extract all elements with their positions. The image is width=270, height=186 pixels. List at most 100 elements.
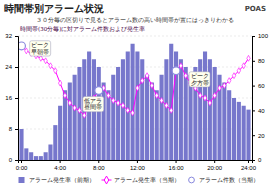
annotation-line: 低アラ	[84, 98, 102, 104]
x-tick-mark	[176, 160, 177, 163]
y2-tick: 100	[252, 33, 269, 39]
line-marker	[141, 78, 144, 84]
bar	[160, 75, 164, 160]
bar	[29, 152, 33, 160]
y-tick-label: 0	[9, 157, 13, 163]
bar	[188, 75, 192, 160]
axis-line	[15, 37, 19, 161]
y2-tick-mark	[252, 36, 255, 37]
line-marker	[78, 107, 81, 113]
line-marker	[203, 95, 206, 101]
line-marker	[58, 80, 61, 86]
x-tick-label: 8:00	[93, 165, 105, 171]
bar	[73, 75, 77, 160]
line-marker	[68, 100, 71, 106]
logo-text: POAS	[245, 5, 266, 13]
subtitle: ３０分毎の区切りで見るとアラーム数の高い時間帯が置にはっきりわかる	[36, 16, 234, 24]
bar	[97, 67, 101, 160]
bar	[203, 52, 207, 161]
x-tick-mark	[137, 160, 138, 163]
y2-tick-mark	[252, 160, 255, 161]
y-tick: 8	[9, 126, 18, 132]
annotation: ピーク早朝帯	[30, 41, 51, 56]
y2-tick-mark	[252, 110, 255, 111]
line-marker	[227, 78, 230, 84]
bar	[184, 67, 188, 160]
y-tick-label: 16	[5, 95, 12, 101]
line-marker	[184, 73, 187, 79]
annotation-line: 昼間帯	[84, 104, 102, 110]
x-tick-mark	[21, 160, 22, 163]
y-tick-label: 8	[9, 126, 13, 132]
annotation-box	[30, 41, 51, 56]
x-tick-label: 4:00	[54, 165, 66, 171]
line-marker	[126, 107, 129, 113]
bar	[213, 67, 217, 160]
x-tick-mark	[214, 160, 215, 163]
x-tick: 24:00	[241, 160, 257, 171]
annotation-text: ピーク早朝帯	[31, 42, 49, 54]
annotation: ピーク夕方帯	[189, 72, 210, 87]
y2-tick: 60	[252, 83, 265, 89]
annotation-line: ピーク	[31, 42, 49, 48]
line-marker	[116, 100, 119, 106]
annotation-text: ピーク夕方帯	[191, 73, 209, 85]
line-marker	[112, 98, 115, 104]
bar	[135, 52, 139, 161]
line-marker	[223, 83, 226, 89]
y-tick-mark	[15, 129, 18, 130]
y-tick: 24	[5, 64, 18, 70]
bar	[111, 75, 115, 160]
y-tick-mark	[15, 160, 18, 161]
bar	[77, 67, 81, 160]
bar	[131, 44, 135, 160]
bar	[140, 59, 144, 160]
line-marker	[73, 105, 76, 111]
point	[172, 67, 180, 75]
bar	[232, 98, 236, 160]
annotation-box	[83, 97, 104, 112]
grid-line	[18, 129, 252, 130]
bar	[19, 129, 23, 160]
legend-swatch	[104, 176, 109, 184]
bar	[227, 90, 231, 160]
y2-tick-label: 100	[258, 33, 269, 39]
y2-tick-label: 80	[258, 58, 265, 64]
line-marker	[155, 93, 158, 99]
y2-tick-mark	[252, 86, 255, 87]
axis-line	[19, 161, 253, 164]
y2-tick: 20	[252, 133, 265, 139]
y-tick: 0	[9, 157, 18, 163]
bar	[24, 148, 28, 160]
x-tick-label: 20:00	[207, 165, 223, 171]
y2-tick-label: 0	[258, 157, 262, 163]
line-marker	[208, 100, 211, 106]
bar	[179, 59, 183, 160]
bar	[145, 75, 149, 160]
x-axis: 0:004:008:0012:0016:0020:0024:00	[16, 160, 257, 171]
marks	[18, 42, 251, 160]
bar	[121, 59, 125, 160]
x-tick-mark	[60, 160, 61, 163]
legend-item: アラーム件数（当期）	[189, 177, 259, 184]
y-axis: 08162432	[5, 33, 18, 163]
line-marker	[237, 68, 240, 74]
legend-item: アラーム発生率（当期）	[102, 176, 180, 184]
bar	[102, 83, 106, 161]
y2-tick-mark	[252, 61, 255, 62]
grid-line	[18, 67, 252, 68]
bar	[150, 83, 154, 161]
bar	[242, 106, 246, 160]
y-tick-mark	[15, 67, 18, 68]
y2-tick: 40	[252, 108, 265, 114]
line-marker	[136, 85, 139, 91]
line-marker	[25, 48, 28, 54]
line-marker	[160, 98, 163, 104]
y-tick: 16	[5, 95, 18, 101]
series-line	[20, 43, 250, 118]
x-tick: 8:00	[93, 160, 105, 171]
legend-swatch	[19, 177, 25, 183]
bar	[63, 90, 67, 160]
chart: 時間帯別アラーム状況３０分毎の区切りで見るとアラーム数の高い時間帯が置にはっきり…	[0, 0, 270, 186]
bar	[58, 106, 62, 160]
